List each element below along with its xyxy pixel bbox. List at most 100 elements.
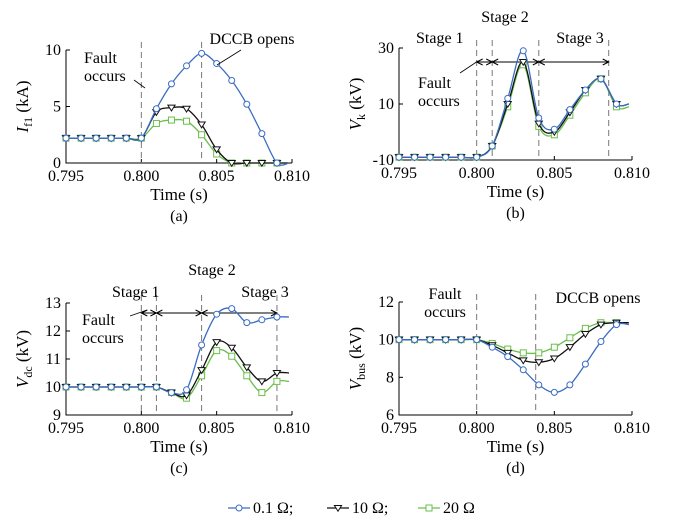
data-point xyxy=(442,153,450,161)
data-point xyxy=(581,360,589,368)
data-point xyxy=(504,94,512,102)
data-point xyxy=(426,153,434,161)
data-point xyxy=(550,125,558,133)
data-point xyxy=(242,159,252,168)
x-tick-label: 0.805 xyxy=(536,420,572,437)
annotation: Stage 2 xyxy=(481,9,529,26)
data-point xyxy=(152,105,160,113)
data-point xyxy=(227,159,237,168)
data-point xyxy=(550,343,558,351)
data-point xyxy=(167,389,175,397)
data-point xyxy=(272,369,282,378)
data-point xyxy=(228,352,236,360)
legend-marker xyxy=(333,504,343,513)
data-point xyxy=(411,153,419,161)
y-tick-label: 12 xyxy=(45,323,61,340)
legend-label: 10 Ω; xyxy=(352,500,388,517)
data-point xyxy=(137,383,145,391)
annotation: Stage 3 xyxy=(556,30,604,47)
legend-label: 0.1 Ω; xyxy=(253,500,293,517)
series-line xyxy=(398,322,629,394)
data-point xyxy=(243,319,251,327)
data-point xyxy=(488,142,496,150)
data-point xyxy=(152,383,160,391)
x-tick-label: 0.800 xyxy=(123,168,159,185)
data-point xyxy=(107,383,115,391)
annotation: Stage 2 xyxy=(188,262,236,279)
legend-item: 0.1 Ω; xyxy=(228,500,293,517)
data-point xyxy=(597,338,605,346)
stage-arrowhead xyxy=(491,58,499,66)
annotation-leader xyxy=(133,79,146,89)
series-line xyxy=(66,52,290,166)
data-point xyxy=(581,324,589,332)
data-point xyxy=(166,104,176,112)
data-point xyxy=(258,316,266,324)
data-point xyxy=(395,153,403,161)
data-point xyxy=(183,62,191,70)
legend: 0.1 Ω; 10 Ω; 20 Ω xyxy=(228,500,475,517)
data-point xyxy=(473,153,481,161)
data-point xyxy=(534,359,544,367)
y-tick-label: 10 xyxy=(45,42,61,59)
legend-marker xyxy=(235,504,243,512)
x-axis-label: Time (s) xyxy=(150,437,207,456)
y-tick-label: -10 xyxy=(373,152,394,169)
x-tick-label: 0.795 xyxy=(48,168,84,185)
series-line xyxy=(65,307,289,395)
data-point xyxy=(550,388,558,396)
data-point xyxy=(257,378,267,386)
x-axis-label: Time (s) xyxy=(487,182,544,201)
y-tick-label: 5 xyxy=(53,99,61,116)
y-tick-label: 30 xyxy=(378,40,394,57)
data-point xyxy=(442,336,450,344)
annotation-leader xyxy=(216,49,242,66)
x-tick-label: 0.795 xyxy=(381,165,417,182)
data-point xyxy=(197,367,207,375)
chart-panel-3: 0.795 0.800 0.805 0.810 9 10 11 12 13 Time (s) Vdc… xyxy=(13,262,310,477)
data-point xyxy=(227,344,237,352)
x-tick-label: 0.810 xyxy=(274,420,310,437)
data-point xyxy=(107,134,115,142)
annotation-leader xyxy=(129,309,148,317)
stage-arrowhead xyxy=(602,58,610,66)
annotation: Fault occurs xyxy=(424,286,466,321)
annotation: DCCB opens xyxy=(210,31,295,48)
data-point xyxy=(243,100,251,108)
data-point xyxy=(258,130,266,138)
data-point xyxy=(566,334,574,342)
y-tick-label: 12 xyxy=(378,294,394,311)
data-point xyxy=(257,159,267,168)
y-axis-label: If1 (kA) xyxy=(13,80,35,133)
annotation-leader xyxy=(459,60,479,74)
data-point xyxy=(258,389,266,397)
data-point xyxy=(62,134,70,142)
data-point xyxy=(198,49,206,57)
data-point xyxy=(565,344,575,352)
panel-label: (c) xyxy=(170,460,188,477)
data-point xyxy=(488,343,496,351)
x-tick-label: 0.805 xyxy=(536,165,572,182)
data-point xyxy=(519,349,527,357)
x-tick-label: 0.810 xyxy=(274,168,310,185)
y-tick-label: 11 xyxy=(46,351,61,368)
x-tick-label: 0.805 xyxy=(199,420,235,437)
data-point xyxy=(152,119,160,127)
data-point xyxy=(122,383,130,391)
data-point xyxy=(122,134,130,142)
x-tick-label: 0.810 xyxy=(614,165,650,182)
data-point xyxy=(504,353,512,361)
series-line xyxy=(399,50,630,159)
annotation: Fault occurs xyxy=(82,312,124,347)
stage-arrowhead xyxy=(200,309,208,317)
legend-item: 10 Ω; xyxy=(327,500,388,517)
data-point xyxy=(77,383,85,391)
y-tick-label: 8 xyxy=(386,369,394,386)
y-tick-label: 10 xyxy=(378,96,394,113)
y-tick-label: 10 xyxy=(45,379,61,396)
annotation: Fault occurs xyxy=(84,50,126,85)
x-tick-label: 0.795 xyxy=(48,420,84,437)
data-point xyxy=(197,121,207,129)
data-point xyxy=(581,86,589,94)
data-point xyxy=(473,336,481,344)
